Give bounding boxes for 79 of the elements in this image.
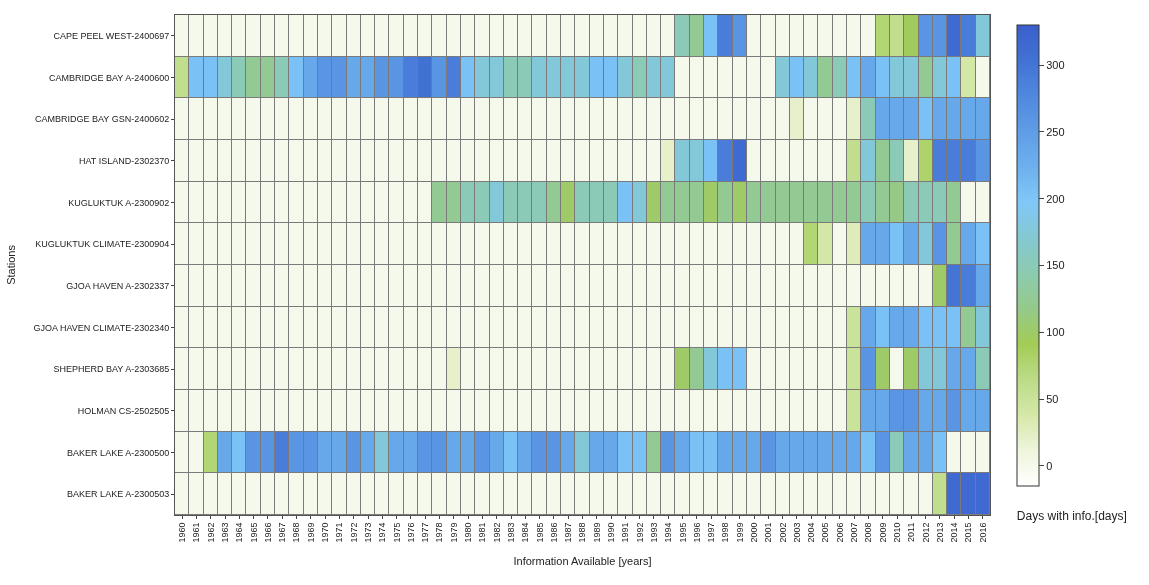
x-tick-label: 1985 — [534, 522, 545, 543]
y-tick-label: BAKER LAKE A-2300500 — [67, 447, 170, 458]
y-tick-label: KUGLUKTUK A-2300902 — [68, 197, 170, 208]
x-tick-label: 1963 — [219, 522, 230, 543]
x-tick-label: 2000 — [749, 522, 760, 543]
x-tick-label: 1998 — [720, 522, 731, 543]
y-tick-label: CAMBRIDGE BAY A-2400600 — [48, 72, 170, 83]
y-axis-title: Stations — [5, 244, 18, 285]
x-tick-label: 1970 — [320, 522, 331, 543]
x-tick-label: 2010 — [891, 522, 902, 543]
x-tick-label: 2007 — [849, 522, 860, 543]
x-tick-label: 1972 — [348, 522, 359, 543]
x-tick-label: 1992 — [634, 522, 645, 543]
x-tick-label: 1961 — [191, 522, 202, 543]
x-tick-label: 2001 — [763, 522, 774, 543]
x-tick-label: 1960 — [177, 522, 188, 543]
x-tick-label: 2006 — [834, 522, 845, 543]
color-bar-label: 250 — [1046, 125, 1065, 138]
x-tick-label: 2008 — [863, 522, 874, 543]
x-tick-label: 2014 — [949, 522, 960, 543]
x-tick-label: 1979 — [448, 522, 459, 543]
x-axis-title: Information Available [years] — [513, 554, 652, 567]
x-tick-label: 1987 — [563, 522, 574, 543]
x-tick-label: 1975 — [391, 522, 402, 543]
x-tick-label: 1971 — [334, 522, 345, 543]
x-tick-label: 1994 — [663, 522, 674, 543]
x-tick-label: 1981 — [477, 522, 488, 543]
x-tick-label: 2011 — [906, 522, 917, 542]
x-tick-label: 2002 — [777, 522, 788, 543]
y-tick-label: HAT ISLAND-2302370 — [78, 155, 170, 166]
x-tick-label: 2012 — [920, 522, 931, 543]
y-tick-label: GJOA HAVEN CLIMATE-2302340 — [33, 322, 170, 333]
color-bar-label: 0 — [1046, 459, 1053, 472]
y-tick-label: KUGLUKTUK CLIMATE-2300904 — [35, 239, 170, 250]
x-tick-label: 1966 — [262, 522, 273, 543]
x-tick-label: 1997 — [706, 522, 717, 543]
color-bar-title: Days with info.[days] — [1016, 508, 1127, 523]
x-tick-label: 1995 — [677, 522, 688, 543]
x-tick-label: 1969 — [305, 522, 316, 543]
x-tick-label: 2005 — [820, 522, 831, 543]
x-tick-label: 1988 — [577, 522, 588, 543]
y-tick-label: SHEPHERD BAY A-2303685 — [53, 364, 170, 375]
color-bar-label: 100 — [1046, 326, 1065, 339]
x-tick-label: 1991 — [620, 522, 631, 543]
x-tick-label: 1965 — [248, 522, 259, 543]
color-bar-label: 50 — [1046, 392, 1059, 405]
x-tick-label: 2009 — [877, 522, 888, 543]
x-tick-label: 2013 — [934, 522, 945, 543]
x-tick-label: 1989 — [591, 522, 602, 543]
x-tick-label: 1968 — [291, 522, 302, 543]
y-tick-label: BAKER LAKE A-2300503 — [67, 489, 170, 500]
x-tick-label: 1967 — [277, 522, 288, 543]
x-tick-label: 1978 — [434, 522, 445, 543]
x-tick-label: 1983 — [505, 522, 516, 543]
x-tick-label: 2016 — [977, 522, 988, 543]
y-tick-label: HOLMAN CS-2502505 — [77, 405, 170, 416]
x-tick-label: 2004 — [806, 522, 817, 543]
x-tick-label: 2003 — [791, 522, 802, 543]
x-tick-label: 1984 — [520, 522, 531, 543]
x-tick-label: 1976 — [405, 522, 416, 543]
color-bar-label: 300 — [1046, 58, 1065, 71]
y-tick-label: CAPE PEEL WEST-2400697 — [53, 30, 170, 41]
x-tick-label: 1996 — [691, 522, 702, 543]
x-tick-label: 1964 — [234, 522, 245, 543]
x-tick-label: 1977 — [420, 522, 431, 543]
x-tick-label: 1962 — [205, 522, 216, 543]
color-bar-label: 200 — [1046, 192, 1065, 205]
x-tick-label: 1999 — [734, 522, 745, 543]
y-tick-label: CAMBRIDGE BAY GSN-2400602 — [34, 114, 170, 125]
x-tick-label: 1993 — [648, 522, 659, 543]
x-tick-label: 1982 — [491, 522, 502, 543]
color-bar-label: 150 — [1046, 259, 1065, 272]
x-tick-label: 1990 — [606, 522, 617, 543]
x-tick-label: 2015 — [963, 522, 974, 543]
x-tick-label: 1973 — [362, 522, 373, 543]
x-tick-label: 1980 — [463, 522, 474, 543]
x-tick-label: 1974 — [377, 522, 388, 543]
x-tick-label: 1986 — [548, 522, 559, 543]
y-tick-label: GJOA HAVEN A-2302337 — [66, 280, 170, 291]
